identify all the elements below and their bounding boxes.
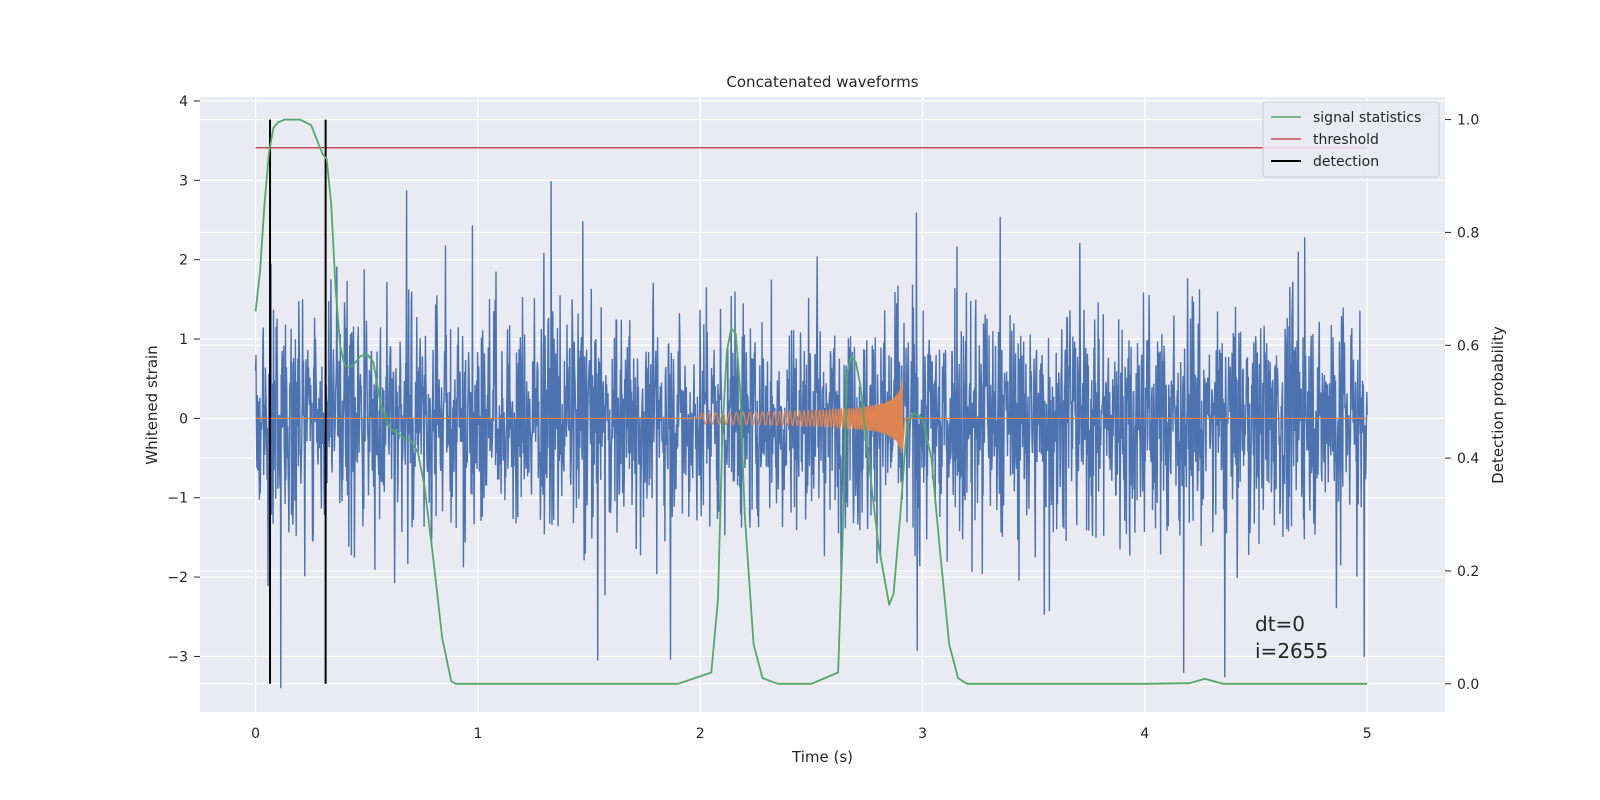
x-tick-label: 1 bbox=[473, 726, 482, 742]
x-axis-label: Time (s) bbox=[791, 748, 853, 766]
legend-box bbox=[1262, 101, 1440, 178]
legend-label-threshold: threshold bbox=[1313, 132, 1379, 148]
y-tick-label: 1 bbox=[179, 332, 188, 348]
y-tick-label: −1 bbox=[167, 491, 188, 507]
chart-legend: signal statistics threshold detection bbox=[1262, 101, 1440, 178]
x-tick-label: 2 bbox=[696, 726, 705, 742]
template-series-line bbox=[255, 379, 1368, 454]
x-tick-label: 5 bbox=[1363, 726, 1372, 742]
strain-series-line bbox=[254, 181, 1368, 689]
y-axis-right-label: Detection probability bbox=[1489, 326, 1507, 484]
y-tick-label: −3 bbox=[167, 649, 188, 665]
tick-layer: 0 1 2 3 4 5 4 3 2 1 0 −1 −2 −3 1.0 0.8 0.6 0.4 0.2 0.0 bbox=[167, 94, 1479, 742]
y-tick-label: 0 bbox=[179, 411, 188, 427]
annotation-dt: dt=0 bbox=[1255, 612, 1305, 636]
x-tick-label: 3 bbox=[918, 726, 927, 742]
y-tick-label: −2 bbox=[167, 570, 188, 586]
y-right-tick-label: 0.8 bbox=[1457, 225, 1479, 241]
chart-title: Concatenated waveforms bbox=[726, 73, 918, 91]
y-right-tick-label: 0.2 bbox=[1457, 564, 1479, 580]
annotation-index: i=2655 bbox=[1255, 639, 1328, 663]
y-right-tick-label: 0.4 bbox=[1457, 451, 1479, 467]
signal-statistics-line bbox=[254, 118, 1368, 685]
legend-label-signal-statistics: signal statistics bbox=[1313, 110, 1421, 126]
y-tick-label: 3 bbox=[179, 173, 188, 189]
y-right-tick-label: 0.6 bbox=[1457, 338, 1479, 354]
y-right-tick-label: 0.0 bbox=[1457, 677, 1479, 693]
y-axis-label: Whitened strain bbox=[143, 345, 161, 464]
x-tick-label: 0 bbox=[251, 726, 260, 742]
y-tick-label: 2 bbox=[179, 253, 188, 269]
y-tick-label: 4 bbox=[179, 94, 188, 110]
y-right-tick-label: 1.0 bbox=[1457, 113, 1479, 129]
legend-label-detection: detection bbox=[1313, 154, 1379, 170]
x-tick-label: 4 bbox=[1140, 726, 1149, 742]
series-layer bbox=[254, 118, 1368, 689]
